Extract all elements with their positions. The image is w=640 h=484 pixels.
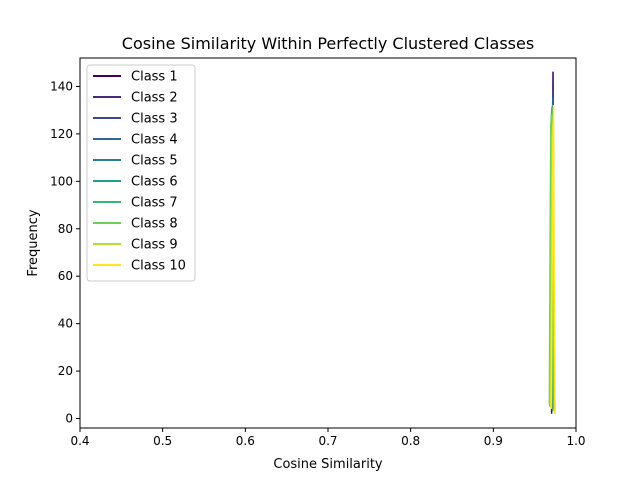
- x-tick-label: 0.5: [153, 434, 172, 448]
- legend-label: Class 8: [131, 217, 178, 232]
- legend: Class 1 Class 2 Class 3 Class 4 Class 5 Class…: [86, 64, 196, 282]
- y-axis-ticks: 0 20 40 60 80 100 120 140: [50, 79, 80, 426]
- y-tick-label: 100: [50, 174, 73, 188]
- x-tick-label: 0.8: [401, 434, 420, 448]
- legend-label: Class 1: [131, 70, 178, 85]
- x-tick-label: 0.7: [318, 434, 337, 448]
- legend-label: Class 3: [131, 112, 178, 127]
- legend-label: Class 10: [131, 259, 186, 274]
- series-line-class-10: [550, 104, 556, 414]
- y-tick-label: 60: [58, 269, 73, 283]
- y-tick-label: 20: [58, 364, 73, 378]
- y-axis-label: Frequency: [26, 209, 41, 276]
- x-axis-label: Cosine Similarity: [273, 457, 383, 472]
- x-tick-label: 0.9: [484, 434, 503, 448]
- x-tick-label: 0.6: [236, 434, 255, 448]
- legend-label: Class 7: [131, 196, 178, 211]
- legend-label: Class 5: [131, 154, 178, 169]
- legend-label: Class 9: [131, 238, 178, 253]
- y-tick-label: 40: [58, 317, 73, 331]
- y-tick-label: 140: [50, 79, 73, 93]
- y-tick-label: 0: [65, 412, 73, 426]
- x-axis-ticks: 0.4 0.5 0.6 0.7 0.8 0.9 1.0: [70, 428, 586, 448]
- y-tick-label: 120: [50, 127, 73, 141]
- legend-label: Class 2: [131, 91, 178, 106]
- legend-label: Class 6: [131, 175, 178, 190]
- x-tick-label: 0.4: [70, 434, 89, 448]
- y-tick-label: 80: [58, 222, 73, 236]
- chart-title: Cosine Similarity Within Perfectly Clust…: [122, 34, 534, 53]
- legend-label: Class 4: [131, 133, 178, 148]
- plot-area: [548, 71, 556, 414]
- x-tick-label: 1.0: [566, 434, 585, 448]
